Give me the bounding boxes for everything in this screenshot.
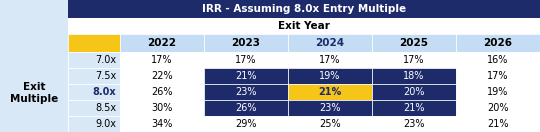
Text: 23%: 23% bbox=[235, 87, 256, 97]
Text: 16%: 16% bbox=[487, 55, 509, 65]
Bar bbox=[204, 84, 288, 100]
Bar bbox=[456, 68, 540, 84]
Text: 25%: 25% bbox=[319, 119, 341, 129]
Bar bbox=[120, 52, 204, 68]
Text: Exit Year: Exit Year bbox=[278, 21, 330, 31]
Bar bbox=[120, 116, 204, 132]
Text: 26%: 26% bbox=[151, 87, 173, 97]
Bar bbox=[68, 100, 120, 116]
Bar bbox=[288, 84, 372, 100]
Bar bbox=[288, 68, 372, 84]
Bar bbox=[372, 100, 456, 116]
Bar bbox=[120, 68, 204, 84]
Bar bbox=[68, 84, 120, 100]
Bar bbox=[68, 52, 120, 68]
Bar bbox=[288, 116, 372, 132]
Text: 17%: 17% bbox=[403, 55, 425, 65]
Text: 26%: 26% bbox=[235, 103, 256, 113]
Text: 21%: 21% bbox=[487, 119, 509, 129]
Bar bbox=[68, 68, 120, 84]
Bar bbox=[372, 84, 456, 100]
Bar bbox=[372, 116, 456, 132]
Text: Exit: Exit bbox=[23, 82, 45, 92]
Bar bbox=[288, 100, 372, 116]
Text: 7.0x: 7.0x bbox=[95, 55, 116, 65]
Text: 21%: 21% bbox=[319, 87, 342, 97]
Bar bbox=[456, 84, 540, 100]
Text: 29%: 29% bbox=[235, 119, 256, 129]
Bar bbox=[204, 34, 288, 52]
Bar bbox=[0, 0, 68, 132]
Text: IRR - Assuming 8.0x Entry Multiple: IRR - Assuming 8.0x Entry Multiple bbox=[202, 4, 406, 14]
Text: 23%: 23% bbox=[319, 103, 341, 113]
Text: 8.5x: 8.5x bbox=[95, 103, 116, 113]
Text: 2024: 2024 bbox=[315, 38, 345, 48]
Text: 20%: 20% bbox=[487, 103, 509, 113]
Text: 8.0x: 8.0x bbox=[92, 87, 116, 97]
Text: 17%: 17% bbox=[151, 55, 173, 65]
Bar bbox=[68, 116, 120, 132]
Bar bbox=[120, 84, 204, 100]
Bar bbox=[456, 100, 540, 116]
Text: 21%: 21% bbox=[403, 103, 425, 113]
Text: 19%: 19% bbox=[487, 87, 509, 97]
Bar bbox=[120, 100, 204, 116]
Bar bbox=[372, 52, 456, 68]
Text: 22%: 22% bbox=[151, 71, 173, 81]
Bar bbox=[456, 34, 540, 52]
Text: 9.0x: 9.0x bbox=[95, 119, 116, 129]
Bar bbox=[204, 116, 288, 132]
Bar bbox=[68, 0, 540, 18]
Text: 30%: 30% bbox=[151, 103, 173, 113]
Bar bbox=[68, 34, 120, 52]
Text: 17%: 17% bbox=[319, 55, 341, 65]
Text: 2026: 2026 bbox=[483, 38, 512, 48]
Bar bbox=[204, 52, 288, 68]
Text: 34%: 34% bbox=[151, 119, 173, 129]
Text: Multiple: Multiple bbox=[10, 94, 58, 104]
Text: 2023: 2023 bbox=[232, 38, 260, 48]
Bar bbox=[372, 34, 456, 52]
Bar bbox=[372, 68, 456, 84]
Bar bbox=[288, 52, 372, 68]
Bar bbox=[288, 34, 372, 52]
Text: 2022: 2022 bbox=[147, 38, 177, 48]
Text: 17%: 17% bbox=[235, 55, 256, 65]
Text: 18%: 18% bbox=[403, 71, 424, 81]
Bar bbox=[68, 18, 540, 34]
Bar bbox=[204, 68, 288, 84]
Text: 7.5x: 7.5x bbox=[94, 71, 116, 81]
Text: 23%: 23% bbox=[403, 119, 425, 129]
Bar bbox=[204, 100, 288, 116]
Bar bbox=[456, 52, 540, 68]
Text: 20%: 20% bbox=[403, 87, 425, 97]
Text: 2025: 2025 bbox=[400, 38, 429, 48]
Bar bbox=[456, 116, 540, 132]
Text: 19%: 19% bbox=[319, 71, 341, 81]
Bar bbox=[120, 34, 204, 52]
Text: 21%: 21% bbox=[235, 71, 256, 81]
Text: 17%: 17% bbox=[487, 71, 509, 81]
